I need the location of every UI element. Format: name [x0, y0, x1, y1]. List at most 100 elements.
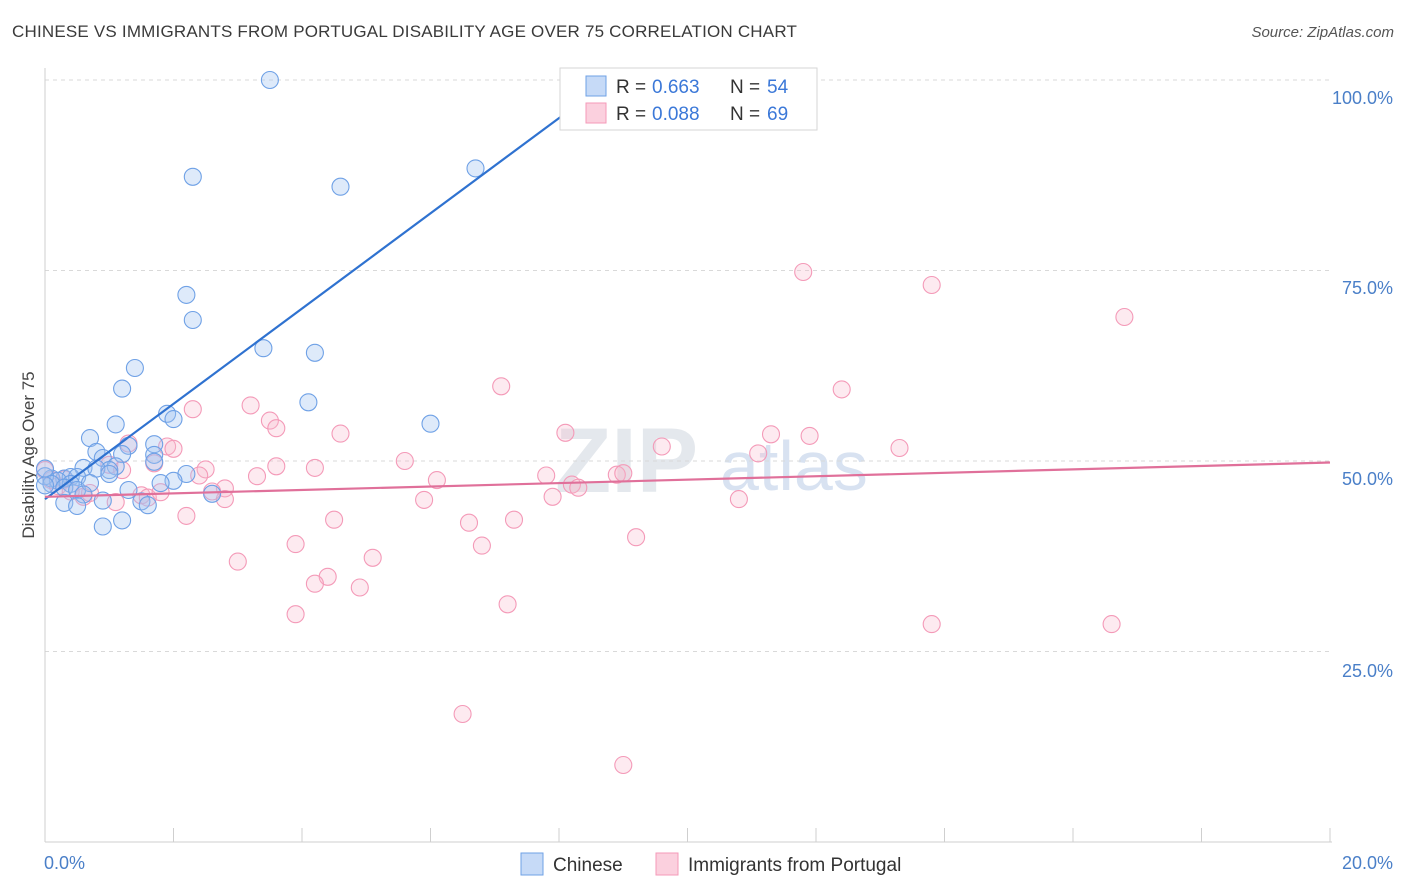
portugal-point [890, 438, 909, 458]
watermark-zip: ZIP [555, 410, 698, 512]
portugal-point [151, 483, 170, 502]
chinese-point [151, 474, 170, 493]
portugal-point [761, 425, 781, 444]
portugal-point [183, 400, 202, 419]
chinese-point [35, 476, 55, 495]
series-legend: Chinese Immigrants from Portugal [520, 852, 901, 876]
chinese-point [100, 464, 119, 484]
chinese-point [113, 511, 132, 530]
portugal-trend-line [44, 461, 1331, 498]
portugal-point [305, 574, 324, 593]
portugal-point [267, 457, 286, 476]
portugal-point [492, 377, 511, 396]
chinese-point [421, 414, 440, 433]
portugal-point [922, 275, 941, 295]
portugal-point [504, 510, 524, 529]
portugal-point [537, 466, 556, 485]
portugal-point [543, 487, 562, 506]
chinese-point [113, 379, 132, 398]
x-tick-marks [44, 828, 1331, 842]
portugal-point [325, 510, 344, 529]
x-tick-label-min: 0.0% [44, 853, 85, 873]
correlation-legend: R = 0.663 N = 54 R = 0.088 N = 69 [559, 67, 818, 131]
chinese-point [145, 445, 164, 464]
watermark-atlas: atlas [720, 427, 868, 505]
chinese-point [260, 70, 279, 90]
portugal-point [260, 411, 279, 430]
legend-swatch-chinese [585, 75, 607, 97]
chinese-trend-line [44, 112, 567, 500]
bottom-legend-swatch-portugal [655, 852, 679, 876]
portugal-point [832, 380, 851, 399]
chinese-point [106, 415, 125, 434]
chinese-point [331, 177, 350, 196]
legend-n-value-portugal: 69 [767, 104, 788, 125]
y-tick-label-25: 25.0% [1342, 661, 1393, 681]
portugal-point [415, 490, 434, 509]
y-tick-label-75: 75.0% [1342, 278, 1393, 298]
portugal-point [247, 467, 267, 486]
legend-r-value-chinese: 0.663 [652, 77, 700, 98]
legend-n-label-chinese: N = [730, 77, 760, 98]
portugal-point [459, 513, 479, 532]
chinese-point [80, 474, 100, 493]
chinese-point [74, 458, 93, 477]
chinese-point [254, 339, 273, 358]
chinese-point [138, 496, 157, 515]
chinese-point [466, 159, 485, 178]
chinese-point [145, 452, 164, 471]
portugal-point [498, 595, 517, 614]
portugal-point [922, 615, 941, 634]
chinese-point [299, 393, 318, 412]
y-tick-label-50: 50.0% [1342, 469, 1393, 489]
portugal-point [177, 506, 196, 525]
chart-title: CHINESE VS IMMIGRANTS FROM PORTUGAL DISA… [12, 22, 798, 41]
portugal-point [607, 465, 626, 484]
y-axis-title: Disability Age Over 75 [19, 371, 38, 538]
chinese-point [68, 496, 87, 516]
chinese-point [35, 459, 55, 478]
portugal-point [363, 548, 382, 567]
bottom-legend-swatch-chinese [520, 852, 544, 876]
portugal-point [267, 419, 286, 438]
legend-swatch-portugal [585, 102, 607, 124]
portugal-point [395, 451, 414, 471]
portugal-point [350, 578, 369, 597]
portugal-point [453, 704, 472, 724]
portugal-point [331, 424, 350, 443]
portugal-point [652, 437, 671, 456]
portugal-point [1115, 307, 1134, 327]
bottom-legend-label-portugal: Immigrants from Portugal [688, 855, 901, 876]
portugal-point [794, 262, 813, 282]
chinese-point [203, 484, 222, 503]
chinese-point [183, 310, 202, 330]
portugal-point [614, 464, 633, 483]
chinese-point [177, 285, 196, 304]
portugal-point [106, 493, 125, 512]
chinese-point [125, 358, 144, 378]
portugal-point [749, 444, 768, 463]
portugal-point [286, 535, 305, 554]
chinese-point [93, 517, 112, 536]
chinese-point [305, 343, 324, 362]
portugal-point [729, 490, 748, 509]
portugal-point [627, 528, 646, 547]
chinese-point [100, 461, 119, 480]
portugal-point [241, 396, 260, 415]
legend-n-label-portugal: N = [730, 104, 760, 125]
legend-r-label-chinese: R = [616, 77, 646, 98]
portugal-point [472, 536, 491, 555]
portugal-point [614, 755, 633, 775]
portugal-point [305, 458, 324, 477]
portugal-point [556, 423, 575, 442]
chinese-point [145, 435, 164, 454]
chinese-point [164, 410, 183, 429]
legend-n-value-chinese: 54 [767, 77, 789, 98]
portugal-point [164, 439, 183, 458]
y-tick-label-100: 100.0% [1332, 88, 1393, 108]
chinese-point [183, 167, 202, 186]
x-tick-label-max: 20.0% [1342, 853, 1393, 873]
bottom-legend-label-chinese: Chinese [553, 855, 623, 876]
portugal-point [427, 471, 446, 490]
